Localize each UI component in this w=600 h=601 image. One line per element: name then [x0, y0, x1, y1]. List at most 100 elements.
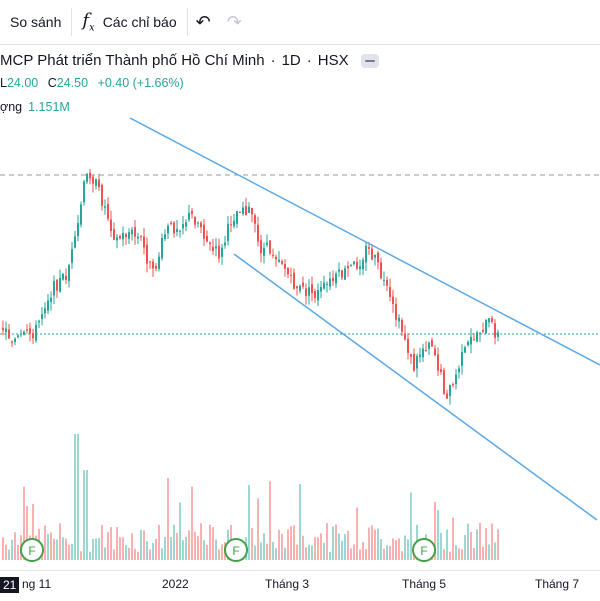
- volume-bar: [446, 529, 448, 560]
- candle-body: [212, 246, 214, 251]
- candle-body: [455, 374, 457, 385]
- candle-body: [35, 325, 37, 341]
- candle-body: [209, 242, 211, 245]
- earnings-icon-glyph: F: [28, 544, 35, 558]
- volume-bar: [173, 524, 175, 560]
- volume-bar: [497, 529, 499, 560]
- volume-bar: [344, 534, 346, 560]
- candle-body: [92, 176, 94, 184]
- volume-bar: [167, 477, 169, 560]
- candle-body: [479, 332, 481, 334]
- volume-bar: [140, 529, 142, 560]
- volume-bar: [278, 529, 280, 560]
- volume-bar: [104, 547, 106, 560]
- candle-body: [392, 296, 394, 305]
- candle-body: [311, 284, 313, 294]
- candle-body: [113, 229, 115, 241]
- candle-body: [437, 354, 439, 371]
- candle-body: [395, 303, 397, 320]
- candle-body: [422, 348, 424, 358]
- candle-body: [74, 236, 76, 248]
- volume-bar: [284, 547, 286, 560]
- legend-more-button[interactable]: [360, 54, 379, 69]
- candle-body: [179, 230, 181, 232]
- candle-body: [443, 370, 445, 394]
- candle-body: [377, 252, 379, 263]
- volume-bar: [89, 551, 91, 560]
- volume-bar: [50, 532, 52, 560]
- candle-body: [431, 340, 433, 347]
- candle-body: [332, 277, 334, 282]
- volume-bar: [404, 535, 406, 560]
- volume-bar: [473, 548, 475, 560]
- volume-bar: [53, 538, 55, 560]
- volume-bar: [152, 542, 154, 560]
- volume-bar: [494, 542, 496, 560]
- candle-body: [194, 216, 196, 225]
- candle-body: [182, 224, 184, 229]
- volume-bar: [323, 542, 325, 560]
- volume-bar: [386, 545, 388, 560]
- candle-body: [224, 242, 226, 246]
- volume-bar: [347, 530, 349, 560]
- volume-bar: [248, 485, 250, 560]
- candle-body: [29, 328, 31, 334]
- candle-body: [329, 278, 331, 287]
- undo-icon[interactable]: ↶: [195, 11, 211, 32]
- volume-bar: [266, 543, 268, 560]
- indicators-button[interactable]: fx Các chỉ báo: [82, 10, 177, 34]
- volume-bar: [197, 536, 199, 560]
- volume-bar: [176, 532, 178, 560]
- change-value: +0.40 (+1.66%): [97, 76, 184, 90]
- earnings-icon: [224, 538, 248, 562]
- volume-bar: [302, 535, 304, 560]
- redo-icon[interactable]: ↷: [226, 11, 242, 32]
- candle-body: [365, 245, 367, 263]
- symbol-title[interactable]: MCP Phát triển Thành phố Hồ Chí Minh: [0, 52, 265, 69]
- candle-body: [452, 384, 454, 386]
- volume-bar: [134, 548, 136, 560]
- candle-body: [350, 265, 352, 267]
- candle-body: [305, 288, 307, 296]
- volume-bar: [443, 549, 445, 560]
- volume-bar: [269, 481, 271, 560]
- candle-body: [191, 210, 193, 214]
- candle-body: [68, 264, 70, 281]
- candle-body: [326, 283, 328, 285]
- candle-body: [335, 273, 337, 284]
- candle-body: [242, 207, 244, 215]
- volume-bar: [308, 544, 310, 560]
- candle-body: [227, 223, 229, 242]
- candle-body: [485, 319, 487, 334]
- volume-bar: [95, 538, 97, 560]
- candle-body: [230, 224, 232, 226]
- candle-body: [359, 266, 361, 270]
- candle-body: [308, 287, 310, 296]
- candle-body: [101, 185, 103, 206]
- candle-body: [482, 329, 484, 332]
- volume-bar: [56, 539, 58, 560]
- volume-bar: [401, 551, 403, 560]
- candle-body: [236, 211, 238, 224]
- volume-bar: [275, 548, 277, 560]
- volume-bar: [326, 523, 328, 560]
- volume-bar: [287, 529, 289, 560]
- compare-button[interactable]: So sánh: [10, 14, 62, 30]
- volume-bar: [371, 525, 373, 560]
- candle-body: [467, 341, 469, 346]
- time-axis-label: 2022: [162, 577, 189, 591]
- candle-body: [389, 287, 391, 297]
- volume-bar: [320, 533, 322, 560]
- interval-label[interactable]: 1D: [281, 52, 301, 69]
- volume-bar: [260, 542, 262, 560]
- candle-body: [353, 261, 355, 265]
- candle-body: [254, 215, 256, 224]
- candle-body: [464, 347, 466, 353]
- time-axis-label: Tháng 5: [402, 577, 447, 591]
- volume-bar: [437, 510, 439, 560]
- volume-bar: [2, 537, 4, 560]
- volume-bar: [122, 537, 124, 560]
- volume-bar: [410, 492, 412, 560]
- candle-body: [125, 233, 127, 238]
